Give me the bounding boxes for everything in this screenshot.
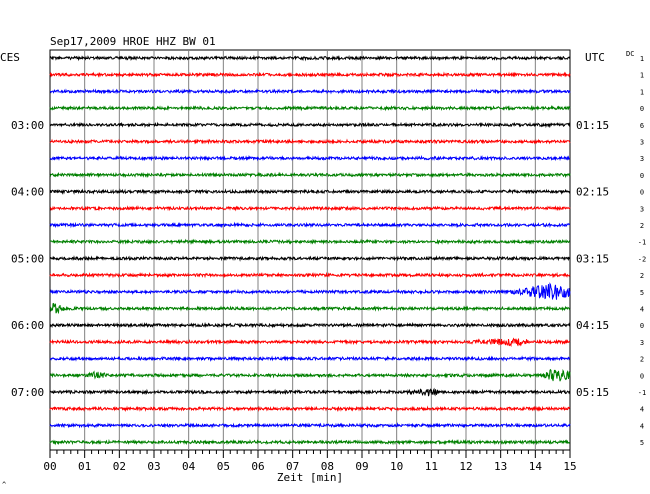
x-tick-label-01: 01 (78, 460, 91, 473)
x-axis-tick-labels: 00 01 02 03 04 05 06 07 08 09 10 11 12 13 14 15 (43, 460, 576, 473)
trace-5 (49, 138, 571, 145)
x-tick-label-04: 04 (182, 460, 196, 473)
dc-value-9: 3 (640, 205, 644, 213)
dc-value-3: 0 (640, 105, 644, 113)
trace-10 (49, 221, 571, 229)
dc-value-6: 3 (640, 155, 644, 163)
dc-value-12: -2 (638, 255, 646, 263)
trace-2 (49, 88, 571, 95)
trace-20 (49, 387, 571, 397)
chart-title: Sep17,2009 HROE HHZ BW 01 (50, 35, 216, 48)
trace-14 (49, 282, 571, 300)
trace-12 (49, 255, 570, 262)
dc-value-0: 1 (640, 55, 644, 63)
dc-value-10: 2 (640, 222, 644, 230)
left-time-labels: 03:00 04:00 05:00 06:00 07:00 (11, 119, 44, 399)
trace-11 (49, 238, 571, 246)
left-time-label-20: 07:00 (11, 386, 44, 399)
trace-0 (49, 54, 571, 62)
dc-value-16: 0 (640, 322, 644, 330)
dc-column-label: DC (626, 50, 634, 58)
dc-value-21: 4 (640, 406, 644, 414)
x-tick-label-12: 12 (459, 460, 472, 473)
trace-21 (49, 405, 571, 413)
trace-16 (49, 321, 571, 329)
trace-3 (49, 104, 571, 112)
seismic-traces (49, 54, 571, 446)
trace-8 (49, 188, 571, 195)
right-time-label-12: 03:15 (576, 252, 609, 265)
trace-1 (49, 71, 571, 78)
dc-value-13: 2 (640, 272, 644, 280)
plot-frame (49, 49, 571, 451)
dc-value-19: 0 (640, 372, 644, 380)
dc-value-11: -1 (638, 239, 646, 247)
x-tick-label-14: 14 (529, 460, 543, 473)
left-time-label-12: 05:00 (11, 252, 44, 265)
dc-value-18: 2 (640, 356, 644, 364)
dc-value-5: 3 (640, 139, 644, 147)
x-tick-label-08: 08 (321, 460, 334, 473)
dc-value-23: 5 (640, 439, 644, 447)
left-time-label-16: 06:00 (11, 319, 44, 332)
dc-value-7: 0 (640, 172, 644, 180)
right-time-label-20: 05:15 (576, 386, 609, 399)
x-axis-label: Zeit [min] (277, 471, 343, 484)
x-axis-ticks (49, 450, 571, 458)
trace-7 (49, 171, 571, 179)
dc-value-20: -1 (638, 389, 646, 397)
left-time-label-4: 03:00 (11, 119, 44, 132)
dc-value-2: 1 (640, 88, 644, 96)
trace-22 (49, 422, 571, 429)
trace-23 (49, 438, 571, 446)
x-tick-label-06: 06 (251, 460, 264, 473)
left-time-label-8: 04:00 (11, 186, 44, 199)
dc-value-1: 1 (640, 72, 644, 80)
x-tick-label-07: 07 (286, 460, 299, 473)
grid-lines (84, 50, 536, 450)
trace-17 (49, 337, 571, 348)
right-time-label-16: 04:15 (576, 319, 609, 332)
dc-value-22: 4 (640, 422, 644, 430)
x-tick-label-13: 13 (494, 460, 507, 473)
dc-value-4: 6 (640, 122, 644, 130)
x-tick-label-03: 03 (147, 460, 160, 473)
trace-4 (49, 121, 571, 129)
dc-value-8: 0 (640, 189, 644, 197)
x-tick-label-09: 09 (355, 460, 368, 473)
corner-mark: ^ (2, 481, 6, 489)
right-time-label-8: 02:15 (576, 186, 609, 199)
dc-value-17: 3 (640, 339, 644, 347)
trace-9 (49, 205, 571, 212)
left-timezone-label: CES (0, 51, 20, 64)
dc-value-15: 4 (640, 306, 644, 314)
x-tick-label-15: 15 (563, 460, 576, 473)
trace-15 (49, 302, 571, 315)
x-tick-label-11: 11 (425, 460, 438, 473)
trace-6 (49, 154, 571, 162)
x-tick-label-02: 02 (113, 460, 126, 473)
right-timezone-label: UTC (585, 51, 605, 64)
dc-value-14: 5 (640, 289, 644, 297)
dc-values: 1 1 1 0 6 3 3 0 0 3 2 -1 -2 2 5 4 0 3 2 0 -1 4 4 5 (638, 55, 646, 447)
trace-13 (49, 271, 571, 279)
x-tick-label-10: 10 (390, 460, 403, 473)
trace-19 (49, 368, 571, 382)
x-tick-label-05: 05 (217, 460, 230, 473)
trace-18 (49, 355, 571, 363)
right-time-labels: 01:15 02:15 03:15 04:15 05:15 (576, 119, 609, 399)
right-time-label-4: 01:15 (576, 119, 609, 132)
x-tick-label-00: 00 (43, 460, 56, 473)
